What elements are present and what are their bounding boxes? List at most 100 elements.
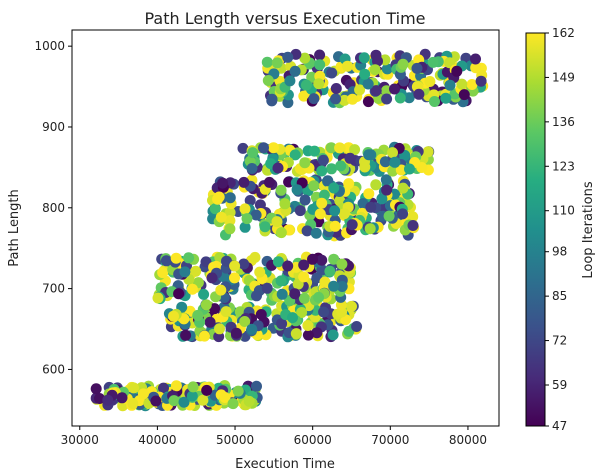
data-point [328,280,340,292]
data-point [215,284,227,296]
data-point [152,292,164,304]
data-point [308,93,320,105]
data-point [429,96,440,107]
data-point [198,288,210,300]
data-point [137,388,149,400]
data-point [347,93,358,105]
data-point [316,165,328,177]
data-point [328,182,340,194]
data-point [204,316,216,328]
data-point [262,75,274,86]
colorbar-tick-label: 136 [552,115,575,129]
data-point [246,163,258,174]
data-point [279,198,291,210]
data-point [209,303,221,315]
data-point [324,265,336,277]
data-point [444,79,456,91]
x-axis-label: Execution Time [235,457,335,472]
data-point [289,65,301,77]
points-layer [90,48,489,412]
data-point [314,49,326,61]
data-point [404,163,415,175]
data-point [289,149,301,161]
data-point [387,147,398,159]
data-point [239,316,251,327]
data-point [212,193,224,205]
data-point [346,219,358,231]
data-point [299,157,311,169]
data-point [359,161,371,173]
data-point [254,266,266,278]
data-point [241,213,253,225]
data-point [300,79,312,91]
data-point [381,184,393,196]
data-point [338,208,350,220]
data-point [319,276,331,288]
data-point [224,207,236,218]
data-point [470,62,482,74]
data-point [336,258,348,270]
data-point [310,227,322,239]
x-tick-label: 40000 [138,433,176,447]
data-point [128,382,140,394]
colorbar-tick-label: 162 [552,26,575,40]
data-point [276,288,288,300]
data-point [187,381,199,393]
data-point [90,383,102,395]
data-point [214,323,225,335]
y-axis: 600 700 800 900 1000 [34,39,72,376]
data-point [255,309,267,320]
data-point [197,394,209,406]
data-point [157,267,169,279]
data-point [266,93,278,105]
data-point [246,323,258,335]
data-point [238,258,250,270]
data-point [199,330,210,342]
data-point [287,312,298,324]
data-point [284,75,296,87]
data-point [344,152,356,164]
data-point [268,142,279,154]
x-tick-label: 80000 [449,433,487,447]
data-point [282,51,294,63]
data-point [306,71,318,83]
data-point [338,94,350,106]
data-point [317,154,329,166]
data-point [291,184,303,196]
colorbar-ticks: 47 59 72 85 98 110 123 136 149 162 [545,26,575,433]
data-point [381,63,393,75]
data-point [232,385,244,397]
x-tick-label: 70000 [371,433,409,447]
data-point [427,56,439,68]
data-point [251,290,262,302]
data-point [381,93,393,105]
data-point [258,142,269,154]
x-tick-label: 60000 [294,433,332,447]
data-point [219,392,231,403]
data-point [272,256,284,268]
data-point [326,67,338,79]
data-point [318,306,330,318]
x-tick-label: 50000 [216,433,254,447]
data-point [186,390,198,402]
data-point [370,179,382,191]
colorbar-tick-label: 59 [552,378,567,392]
data-point [311,327,323,339]
data-point [364,223,376,235]
data-point [389,156,401,168]
data-point [179,266,191,278]
data-point [330,83,342,94]
data-point [275,227,287,239]
data-point [272,162,284,174]
data-point [370,85,382,97]
data-point [229,272,240,284]
data-point [394,92,406,104]
data-point [470,53,481,65]
data-point [424,76,436,87]
data-point [200,299,212,311]
data-point [316,254,328,266]
data-point [183,252,195,264]
data-point [307,253,318,265]
data-point [224,192,236,204]
data-point [239,203,251,215]
